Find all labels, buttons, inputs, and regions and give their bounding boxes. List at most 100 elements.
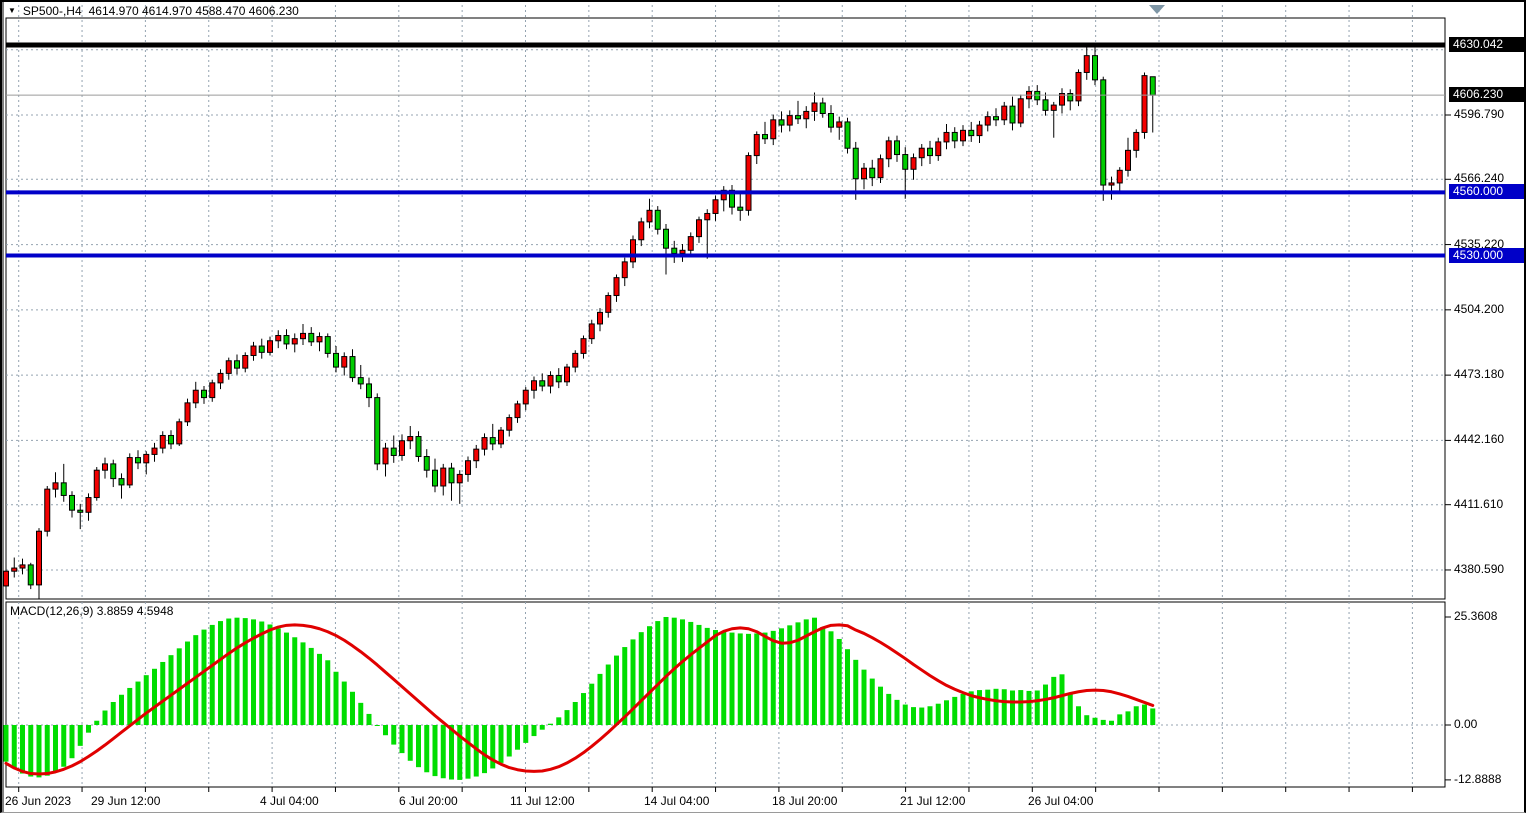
candle-body — [894, 140, 900, 156]
macd-histogram-bar — [836, 638, 842, 725]
macd-histogram-bar — [391, 725, 397, 745]
candle-body — [861, 167, 867, 180]
candle-body — [159, 434, 166, 449]
macd-histogram-bar — [1018, 690, 1024, 725]
candle-body — [44, 488, 51, 532]
candle-body — [852, 147, 859, 180]
price-axis-label: 4535.220 — [1454, 236, 1505, 251]
candle-body — [11, 567, 18, 572]
time-axis-label: 29 Jun 12:00 — [91, 794, 161, 808]
candle-body — [696, 219, 702, 238]
candle-body — [283, 335, 290, 345]
macd-histogram-bar — [902, 704, 908, 725]
candle-body — [1133, 131, 1140, 151]
macd-histogram-bar — [515, 725, 520, 750]
macd-histogram-bar — [828, 631, 834, 725]
macd-histogram-bar — [655, 621, 661, 725]
time-axis-label: 14 Jul 04:00 — [644, 794, 710, 808]
candle-body — [654, 209, 661, 230]
chart-shift-marker-icon[interactable] — [1149, 5, 1165, 14]
candle-body — [349, 356, 356, 379]
price-axis-label: 4504.200 — [1454, 301, 1505, 316]
macd-histogram-bar — [69, 725, 75, 759]
candle-body — [1125, 149, 1131, 171]
candle-body — [729, 189, 735, 208]
macd-histogram-bar — [704, 627, 710, 725]
candle-body — [498, 429, 504, 445]
macd-histogram-bar — [341, 681, 347, 725]
macd-histogram-bar — [869, 678, 875, 725]
candle-body — [324, 336, 331, 354]
macd-histogram-bar — [795, 622, 801, 725]
macd-histogram-bar — [94, 720, 100, 725]
candle-body — [1009, 105, 1016, 124]
candle-body — [465, 460, 471, 475]
candle-body — [448, 467, 455, 484]
macd-histogram-bar — [1084, 715, 1090, 725]
candle-body — [588, 323, 595, 340]
price-axis-label: 4473.180 — [1454, 367, 1505, 382]
macd-histogram-bar — [762, 632, 768, 725]
macd-histogram-bar — [977, 690, 982, 725]
macd-histogram-bar — [127, 687, 133, 725]
candle-body — [242, 355, 249, 369]
macd-histogram-bar — [1150, 708, 1156, 725]
macd-histogram-bar — [102, 710, 108, 725]
time-axis-label: 11 Jul 12:00 — [510, 794, 575, 808]
candle-body — [473, 448, 480, 462]
candle-body — [712, 199, 719, 214]
macd-histogram-bar — [20, 725, 25, 774]
macd-histogram-bar — [77, 725, 83, 746]
macd-histogram-bar — [622, 647, 628, 725]
price-panel[interactable] — [5, 17, 1446, 600]
candle-body — [522, 389, 529, 405]
candle-body — [1042, 99, 1049, 111]
candle-body — [456, 473, 463, 484]
macd-histogram-bar — [251, 619, 256, 725]
macd-histogram-bar — [581, 693, 586, 725]
candle-body — [52, 482, 59, 490]
panel-divider[interactable] — [2, 598, 1445, 603]
macd-histogram-bar — [696, 624, 702, 725]
candle-body — [308, 332, 315, 343]
macd-histogram-bar — [861, 669, 867, 725]
candle-body — [984, 116, 991, 126]
macd-histogram-bar — [424, 725, 430, 773]
macd-histogram-bar — [473, 725, 479, 777]
macd-histogram-bar — [531, 725, 537, 737]
macd-histogram-bar — [267, 624, 273, 725]
symbol-marker-icon: ▼ — [8, 6, 16, 15]
candle-body — [514, 403, 521, 419]
candle-body — [630, 239, 636, 263]
candle-body — [126, 457, 133, 486]
macd-histogram-bar — [1001, 689, 1007, 725]
candle-body — [927, 147, 933, 157]
candle-body — [36, 530, 42, 586]
macd-histogram-bar — [1051, 676, 1057, 725]
macd-histogram-bar — [432, 725, 438, 777]
candle-body — [506, 417, 513, 431]
candle-body — [440, 467, 447, 487]
macd-histogram-bar — [1059, 674, 1065, 725]
macd-histogram-bar — [1117, 714, 1123, 725]
time-axis-label: 21 Jul 12:00 — [900, 794, 966, 808]
candle-body — [828, 113, 834, 128]
macd-histogram-bar — [1076, 706, 1081, 725]
candle-body — [201, 389, 207, 399]
macd-histogram-bar — [325, 660, 331, 725]
macd-histogram-bar — [1067, 694, 1073, 725]
candle-body — [646, 209, 653, 223]
macd-histogram-bar — [680, 619, 685, 725]
ohlc-values-label: 4614.970 4614.970 4588.470 4606.230 — [88, 4, 299, 18]
macd-histogram-bar — [490, 725, 496, 769]
candle-body — [258, 345, 265, 353]
candle-body — [225, 360, 232, 374]
candle-body — [481, 437, 488, 450]
candle-body — [918, 147, 925, 159]
candle-body — [737, 206, 744, 211]
candle-body — [960, 129, 966, 142]
price-axis-label-boxed: 4530.000 — [1449, 247, 1524, 263]
macd-histogram-bar — [721, 631, 727, 725]
macd-histogram-bar — [449, 725, 454, 780]
